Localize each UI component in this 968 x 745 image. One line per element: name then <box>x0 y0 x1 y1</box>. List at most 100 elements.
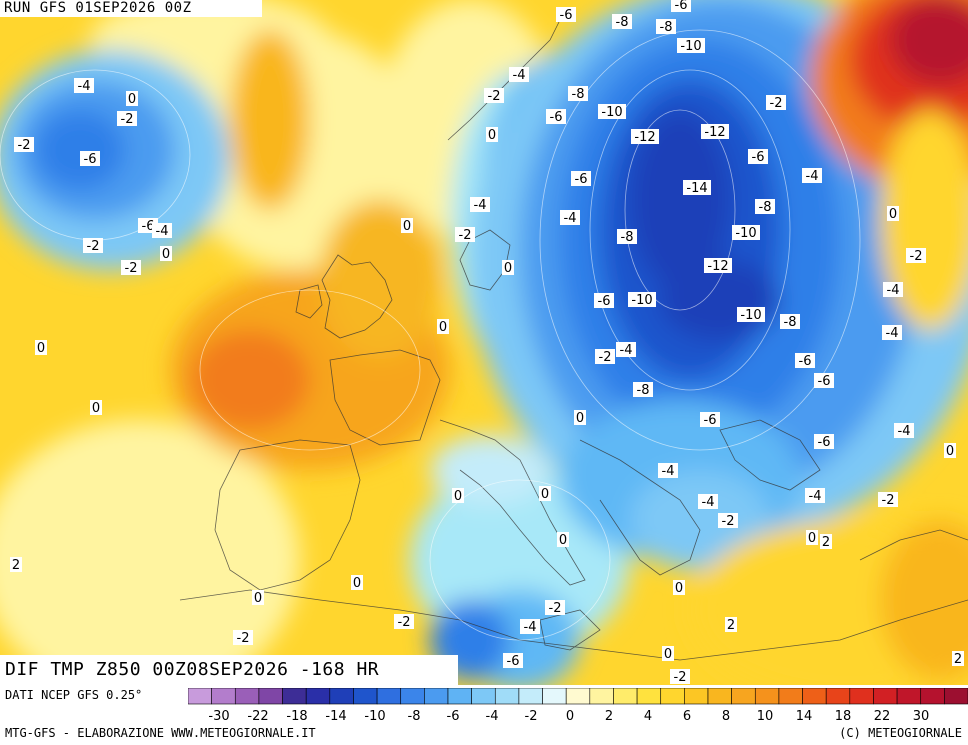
contour-label-bg <box>401 218 413 233</box>
contour-label: -2 <box>488 89 501 104</box>
contour-label: 0 <box>254 591 262 606</box>
legend-tick-label: 14 <box>796 709 813 724</box>
contour-label: 0 <box>576 411 584 426</box>
legend-swatch <box>778 688 803 705</box>
legend-tick-label: -6 <box>447 709 460 724</box>
contour-label: -2 <box>237 631 250 646</box>
legend-swatch <box>282 688 307 705</box>
contour-label: -8 <box>660 20 673 35</box>
contour-label: -4 <box>887 283 900 298</box>
contour-label-bg <box>486 127 498 142</box>
contour-label-bg <box>887 206 899 221</box>
legend-swatch <box>589 688 614 705</box>
contour-label-bg <box>805 488 825 503</box>
legend-tick-label: 18 <box>835 709 852 724</box>
credit-left: MTG-GFS - ELABORAZIONE WWW.METEOGIORNALE… <box>5 726 316 740</box>
contour-label: -2 <box>770 96 783 111</box>
contour-label: 0 <box>128 92 136 107</box>
contour-label: -8 <box>621 230 634 245</box>
contour-label-bg <box>766 95 786 110</box>
legend-swatch <box>258 688 283 705</box>
contour-label: -12 <box>704 125 725 140</box>
legend-tick-label: 2 <box>605 709 613 724</box>
legend-swatch <box>944 688 968 705</box>
contour-label-bg <box>520 619 540 634</box>
contour-label-bg <box>437 319 449 334</box>
legend-swatch <box>424 688 449 705</box>
contour-label-bg <box>557 532 569 547</box>
contour-label: -2 <box>125 261 138 276</box>
contour-label-bg <box>732 225 760 240</box>
contour-label-bg <box>351 575 363 590</box>
contour-label: -2 <box>18 138 31 153</box>
contour-label: -2 <box>459 228 472 243</box>
legend-tick-label: 10 <box>757 709 774 724</box>
contour-label: 0 <box>454 489 462 504</box>
contour-label-bg <box>502 260 514 275</box>
contour-label: -4 <box>474 198 487 213</box>
contour-label-bg <box>571 171 591 186</box>
contour-label-bg <box>704 258 732 273</box>
contour-label: -6 <box>598 294 611 309</box>
contour-label-bg <box>802 168 822 183</box>
contour-label: -4 <box>662 464 675 479</box>
contour-label-bg <box>806 530 818 545</box>
contour-label-bg <box>117 111 137 126</box>
contour-label: -8 <box>572 87 585 102</box>
contour-label: 2 <box>727 618 735 633</box>
contour-labels: -6 -8 -8-6-10-4-2 -8-10-60 -12 -12-2-6-4-6-14… <box>10 0 964 685</box>
contour-label-bg <box>556 7 576 22</box>
contour-label: -2 <box>87 239 100 254</box>
contour-label-bg <box>394 614 414 629</box>
contour-label-bg <box>546 109 566 124</box>
contour-label: -2 <box>674 670 687 685</box>
legend-tick-label: 4 <box>644 709 652 724</box>
contour-label: -4 <box>898 424 911 439</box>
contour-label-bg <box>952 651 964 666</box>
contour-label: -10 <box>631 293 652 308</box>
contour-label-bg <box>484 88 504 103</box>
contour-label: -12 <box>634 130 655 145</box>
contour-label-bg <box>882 325 902 340</box>
contour-label-bg <box>658 463 678 478</box>
contour-label: 2 <box>822 535 830 550</box>
legend-tick-label: -30 <box>208 709 229 724</box>
contour-label-bg <box>671 0 691 12</box>
contour-label-bg <box>944 443 956 458</box>
contour-label-bg <box>814 434 834 449</box>
contour-label-bg <box>35 340 47 355</box>
legend-swatch <box>707 688 732 705</box>
legend-tick-label: 0 <box>566 709 574 724</box>
contour-label-bg <box>568 86 588 101</box>
contour-label: -10 <box>735 226 756 241</box>
contour-label: 0 <box>664 647 672 662</box>
legend-swatch <box>188 688 212 705</box>
contour-label: -6 <box>507 654 520 669</box>
contour-label-bg <box>152 223 172 238</box>
contour-label: -6 <box>752 150 765 165</box>
contour-label-bg <box>470 197 490 212</box>
legend-tick-label: -8 <box>408 709 421 724</box>
contour-label-bg <box>725 617 737 632</box>
contour-label: 0 <box>403 219 411 234</box>
contour-label: 0 <box>162 247 170 262</box>
contour-label-bg <box>574 410 586 425</box>
legend-swatch <box>873 688 898 705</box>
legend-swatch <box>329 688 354 705</box>
contour-label-bg <box>90 400 102 415</box>
legend-swatch <box>400 688 425 705</box>
legend-swatch <box>494 688 520 705</box>
legend-swatch <box>754 688 780 705</box>
contour-label-bg <box>83 238 103 253</box>
contour-label: -4 <box>806 169 819 184</box>
contour-label-bg <box>80 151 100 166</box>
contour-label-bg <box>748 149 768 164</box>
contour-label-bg <box>455 227 475 242</box>
contour-label-bg <box>252 590 264 605</box>
legend-tick-label: 6 <box>683 709 691 724</box>
contour-label: -6 <box>84 152 97 167</box>
contour-label: -6 <box>575 172 588 187</box>
contour-label-bg <box>737 307 765 322</box>
credit-right: (C) METEOGIORNALE <box>839 726 962 740</box>
contour-label: -8 <box>637 383 650 398</box>
